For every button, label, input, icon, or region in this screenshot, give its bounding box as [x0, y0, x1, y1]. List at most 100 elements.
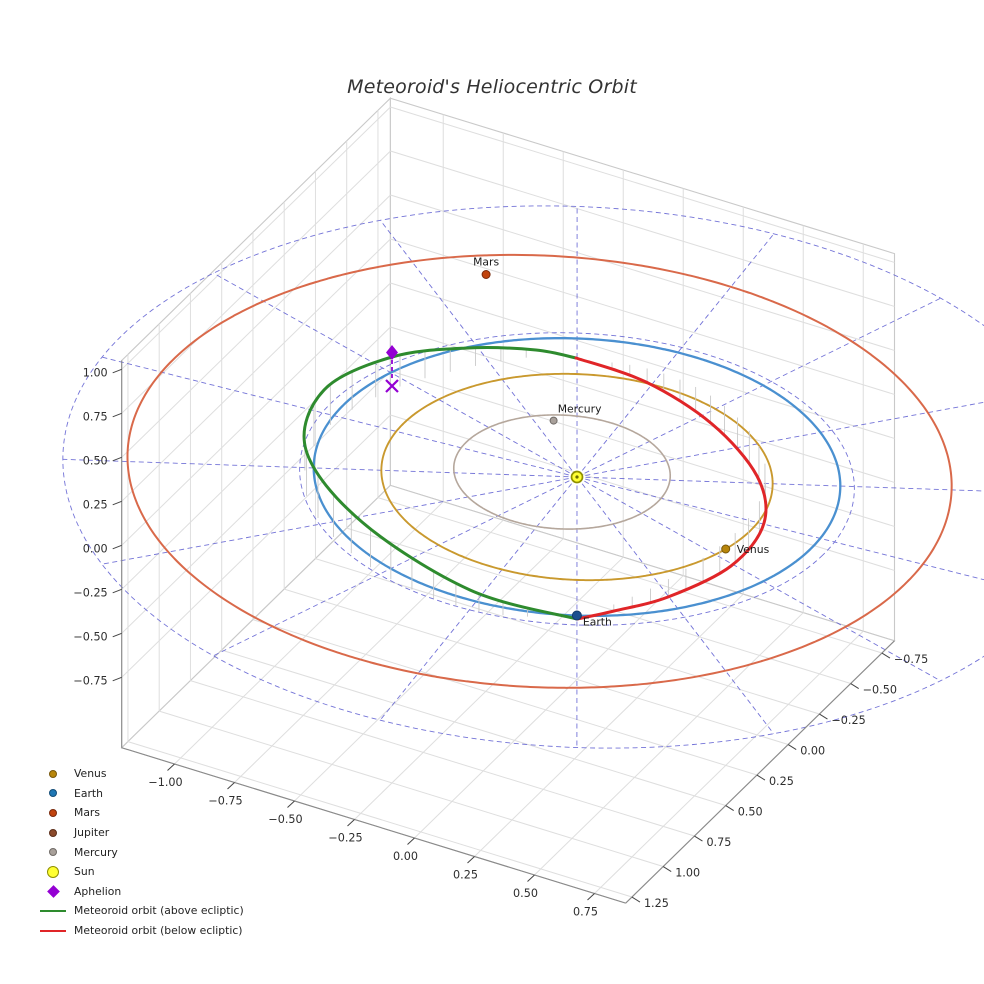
aphelion-projection-x-marker — [385, 379, 399, 393]
x-tick — [287, 800, 295, 808]
z-tick-label: −0.50 — [73, 630, 107, 643]
legend-line-swatch — [36, 929, 70, 932]
mercury-label: Mercury — [558, 403, 602, 416]
meteoroid-orbit — [302, 346, 768, 621]
y-tick-label: 0.75 — [706, 836, 731, 849]
y-tick-label: 0.25 — [769, 775, 794, 788]
mars-marker — [481, 270, 491, 279]
ecliptic-spoke — [576, 233, 775, 478]
legend-label: Sun — [74, 865, 95, 879]
y-tick — [631, 896, 641, 903]
legend-label: Venus — [74, 767, 107, 781]
y-tick-label: 1.00 — [675, 867, 700, 880]
mercury-marker — [549, 416, 558, 425]
legend-item: Mars — [36, 803, 244, 823]
ecliptic-spoke — [101, 476, 578, 565]
aphelion-marker — [386, 345, 398, 360]
legend-marker-icon — [36, 789, 70, 798]
legend-item: Meteoroid orbit (above ecliptic) — [36, 901, 244, 921]
y-axis-line — [625, 640, 895, 904]
z-tick-label: 1.00 — [83, 366, 108, 379]
legend-marker-icon — [36, 884, 70, 898]
legend-item: Jupiter — [36, 823, 244, 843]
mars-label: Mars — [473, 256, 499, 269]
z-tick-label: 0.75 — [83, 410, 108, 423]
ecliptic-spoke — [576, 476, 984, 492]
meteoroid-orbit-below — [574, 356, 768, 621]
z-tick-label: −0.25 — [73, 586, 107, 599]
venus-marker — [721, 544, 731, 554]
y-tick-label: −0.50 — [863, 684, 897, 697]
legend-label: Earth — [74, 786, 103, 800]
y-tick — [662, 866, 672, 872]
earth-marker — [571, 610, 582, 621]
y-tick-label: 0.50 — [738, 806, 763, 819]
x-tick-label: −0.25 — [328, 832, 362, 845]
legend-item: Aphelion — [36, 882, 244, 902]
x-tick-label: −1.00 — [148, 776, 182, 789]
x-tick — [467, 856, 475, 864]
x-tick — [227, 782, 235, 790]
ecliptic-spoke — [101, 356, 578, 478]
legend-item: Sun — [36, 862, 244, 882]
ecliptic-ring — [299, 332, 855, 626]
legend-label: Jupiter — [74, 826, 110, 840]
pane-grids — [121, 106, 895, 898]
z-tick-label: 0.00 — [83, 542, 108, 555]
x-tick-label: 0.00 — [393, 850, 418, 863]
y-tick — [850, 683, 859, 689]
z-tick — [112, 500, 122, 506]
planet-markers: Mars Mercury Venus Earth — [473, 256, 769, 629]
x-tick-label: −0.50 — [268, 813, 302, 826]
mercury-orbit — [452, 414, 672, 530]
legend-item: Meteoroid orbit (below ecliptic) — [36, 921, 244, 941]
x-tick-label: 0.75 — [573, 906, 598, 919]
z-tick — [112, 632, 122, 638]
x-tick-label: 0.25 — [453, 869, 478, 882]
legend-label: Meteoroid orbit (below ecliptic) — [74, 924, 243, 938]
legend-label: Meteoroid orbit (above ecliptic) — [74, 904, 244, 918]
legend-item: Mercury — [36, 842, 244, 862]
legend-label: Mars — [74, 806, 100, 820]
meteoroid-orbit-above — [302, 346, 579, 621]
z-tick — [112, 676, 122, 682]
legend-marker-icon — [36, 808, 70, 817]
z-tick — [112, 588, 122, 594]
sun-center-dot — [575, 475, 579, 479]
z-tick — [112, 412, 122, 418]
legend-marker-icon — [36, 848, 70, 857]
x-tick — [167, 763, 175, 771]
axis-z: −0.75 −0.50 −0.25 0.00 0.25 0.50 0.75 1.00 — [73, 360, 123, 748]
z-tick — [112, 456, 122, 462]
aphelion-group — [385, 345, 399, 393]
axis-x: −1.00 −0.75 −0.50 −0.25 0.00 0.25 0.50 0.75 — [121, 747, 626, 919]
ecliptic-spoke — [576, 401, 984, 478]
axis-y: −0.75 −0.50 −0.25 0.00 0.25 0.50 0.75 1.00 1.25 — [625, 640, 928, 910]
venus-orbit — [380, 372, 774, 582]
legend-label: Aphelion — [74, 884, 122, 898]
legend-marker-icon — [36, 865, 70, 878]
y-tick — [694, 835, 703, 842]
z-tick-label: 0.25 — [83, 498, 108, 511]
z-tick-label: −0.75 — [73, 674, 107, 687]
y-tick — [881, 652, 891, 659]
x-tick — [347, 819, 355, 827]
legend-item: Venus — [36, 764, 244, 784]
y-tick-label: −0.25 — [831, 714, 865, 727]
legend-item: Earth — [36, 784, 244, 804]
earth-label: Earth — [583, 616, 612, 629]
y-tick — [756, 774, 766, 781]
legend-marker-icon — [36, 769, 70, 778]
x-tick — [527, 874, 535, 882]
ecliptic-ring — [62, 205, 984, 749]
ecliptic-spoke — [576, 476, 941, 682]
chart-title: Meteoroid's Heliocentric Orbit — [347, 76, 637, 98]
y-tick-label: 1.25 — [644, 897, 669, 910]
legend-line-swatch — [36, 909, 70, 912]
legend: Venus Earth Mars Jupiter Mercury Sun Aphelion M… — [36, 764, 244, 940]
x-tick — [587, 893, 595, 901]
x-tick-label: −0.75 — [208, 795, 242, 808]
x-axis-line — [121, 747, 626, 904]
y-tick — [819, 713, 828, 720]
